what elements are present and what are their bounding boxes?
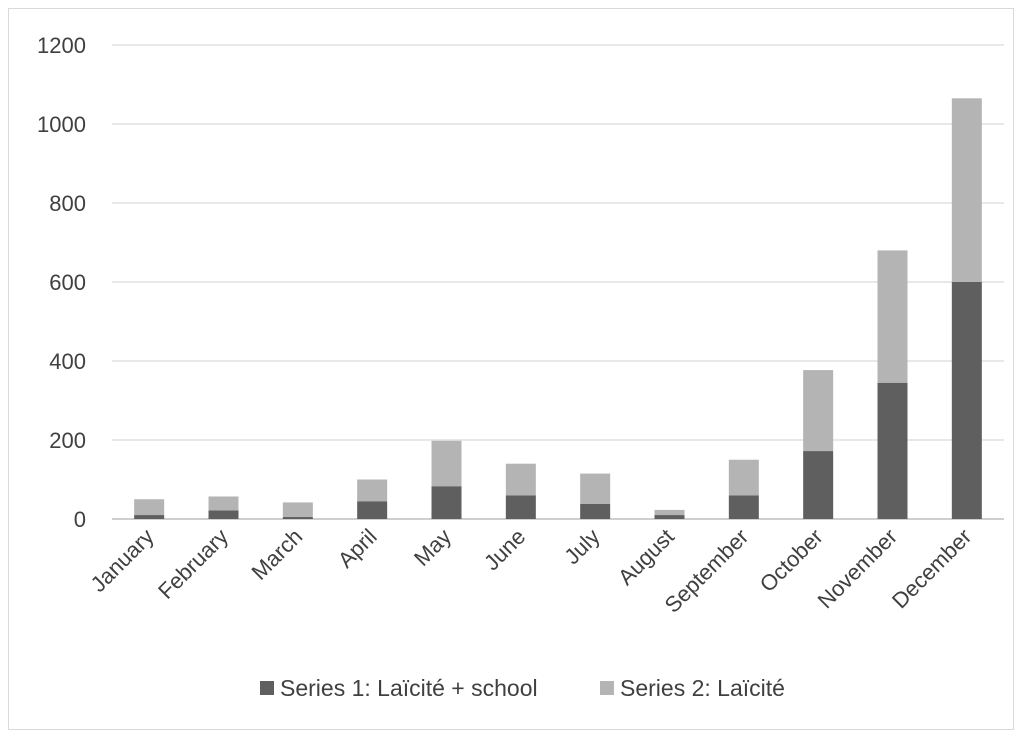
bar-series-2-november <box>877 250 908 383</box>
bar-series-1-may <box>431 486 462 519</box>
bar-series-2-december <box>951 98 982 282</box>
x-tick-label-august: August <box>613 524 679 590</box>
x-tick-label-february: February <box>153 524 233 604</box>
gridlines <box>112 44 1004 520</box>
bar-series-1-july <box>580 503 611 519</box>
bar-series-2-january <box>134 499 165 516</box>
legend: Series 1: Laïcité + school Series 2: Laïc… <box>260 675 785 701</box>
bar-series-2-august <box>654 509 685 516</box>
x-tick-label-july: July <box>559 524 604 569</box>
bar-series-1-june <box>505 495 536 519</box>
y-tick-label: 800 <box>49 191 86 216</box>
y-tick-label: 0 <box>74 507 86 532</box>
x-tick-label-may: May <box>409 524 456 571</box>
y-tick-label: 200 <box>49 428 86 453</box>
bar-series-2-march <box>282 502 313 518</box>
legend-label-series-1: Series 1: Laïcité + school <box>280 675 538 701</box>
bar-series-2-september <box>728 459 759 496</box>
bar-series-1-december <box>951 282 982 519</box>
bar-series-2-july <box>580 473 611 504</box>
bar-series-1-april <box>357 501 388 519</box>
legend-label-series-2: Series 2: Laïcité <box>620 675 785 701</box>
x-tick-label-january: January <box>86 524 159 597</box>
x-tick-label-april: April <box>333 524 382 573</box>
bars <box>134 98 982 519</box>
bar-series-1-august <box>654 515 685 519</box>
bar-series-1-november <box>877 382 908 519</box>
x-tick-label-october: October <box>755 524 828 597</box>
x-tick-label-november: November <box>813 524 902 613</box>
bar-series-2-april <box>357 479 388 502</box>
bar-series-1-march <box>282 517 313 519</box>
bar-series-1-september <box>728 495 759 519</box>
bar-series-2-february <box>208 496 239 511</box>
y-tick-label: 1000 <box>37 112 86 137</box>
y-tick-label: 400 <box>49 349 86 374</box>
x-tick-label-june: June <box>479 524 530 575</box>
y-axis-tick-labels: 0 200 400 600 800 1000 1200 <box>37 33 86 532</box>
y-tick-label: 600 <box>49 270 86 295</box>
x-tick-label-december: December <box>887 524 976 613</box>
x-tick-label-march: March <box>246 524 307 585</box>
bar-series-1-february <box>208 510 239 519</box>
bar-series-1-october <box>803 451 834 519</box>
chart-frame <box>8 8 1014 730</box>
bar-series-2-october <box>803 370 834 452</box>
legend-swatch-series-1 <box>260 681 274 695</box>
bar-series-1-january <box>134 515 165 519</box>
legend-swatch-series-2 <box>600 681 614 695</box>
bar-series-2-june <box>505 463 536 496</box>
y-tick-label: 1200 <box>37 33 86 58</box>
bar-series-2-may <box>431 440 462 487</box>
